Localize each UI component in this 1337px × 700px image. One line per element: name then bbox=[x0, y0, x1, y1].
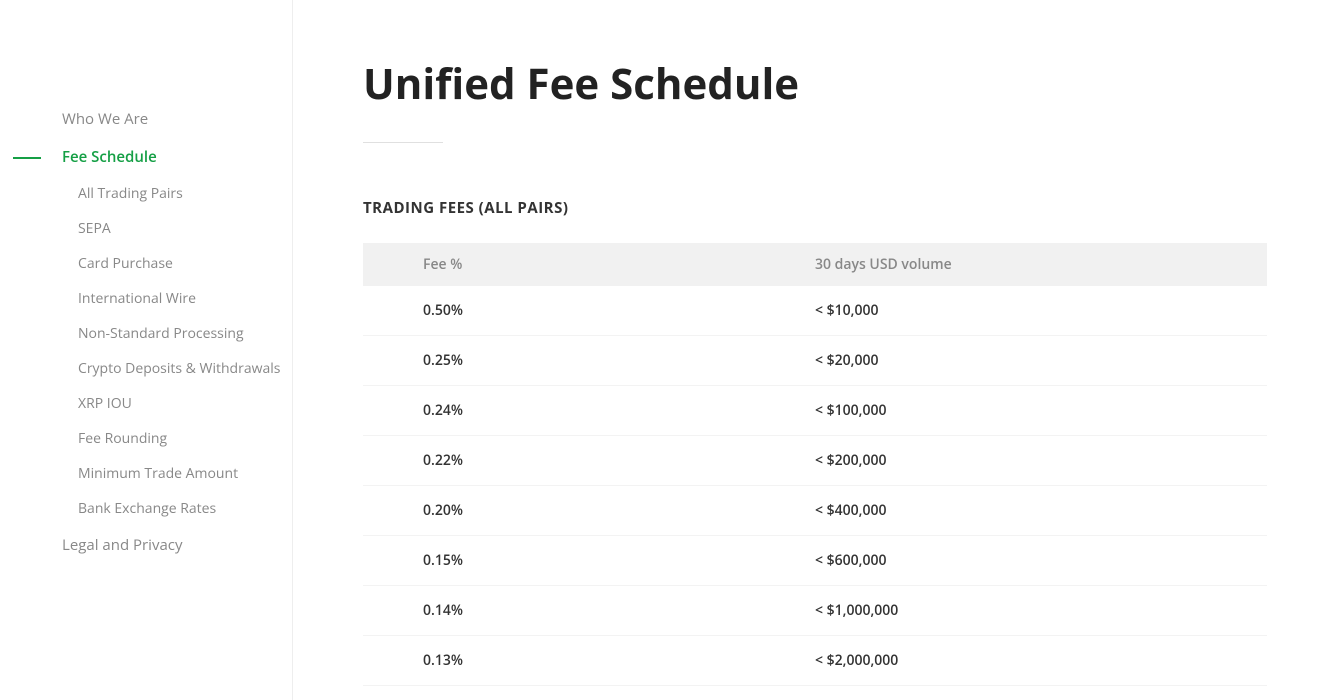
table-row: 0.25% < $20,000 bbox=[363, 336, 1267, 386]
table-row: 0.50% < $10,000 bbox=[363, 286, 1267, 336]
table-row: 0.14% < $1,000,000 bbox=[363, 586, 1267, 636]
nav-list: Who We Are Fee Schedule All Trading Pair… bbox=[0, 100, 292, 564]
nav-sub-sepa[interactable]: SEPA bbox=[0, 211, 292, 246]
cell-fee: 0.14% bbox=[363, 586, 815, 636]
cell-volume: < $2,000,000 bbox=[815, 686, 1267, 700]
table-header-row: Fee % 30 days USD volume bbox=[363, 243, 1267, 286]
col-header-fee: Fee % bbox=[363, 243, 815, 286]
title-underline bbox=[363, 142, 443, 143]
nav-sub-international-wire[interactable]: International Wire bbox=[0, 281, 292, 316]
nav-fee-schedule-submenu: All Trading Pairs SEPA Card Purchase Int… bbox=[0, 176, 292, 526]
trading-fees-table: Fee % 30 days USD volume 0.50% < $10,000… bbox=[363, 243, 1267, 700]
cell-volume: < $20,000 bbox=[815, 336, 1267, 386]
sidebar-nav: Who We Are Fee Schedule All Trading Pair… bbox=[0, 0, 293, 700]
cell-volume: < $200,000 bbox=[815, 436, 1267, 486]
cell-volume: < $2,000,000 bbox=[815, 636, 1267, 686]
nav-who-we-are[interactable]: Who We Are bbox=[0, 100, 292, 138]
nav-sub-xrp-iou[interactable]: XRP IOU bbox=[0, 386, 292, 421]
cell-fee: 0.24% bbox=[363, 386, 815, 436]
table-row: 0.13% < $2,000,000 bbox=[363, 636, 1267, 686]
cell-volume: < $600,000 bbox=[815, 536, 1267, 586]
cell-fee: 0.50% bbox=[363, 286, 815, 336]
cell-fee: 0.13% bbox=[363, 636, 815, 686]
nav-sub-minimum-trade-amount[interactable]: Minimum Trade Amount bbox=[0, 456, 292, 491]
table-row: 0.15% < $600,000 bbox=[363, 536, 1267, 586]
nav-sub-fee-rounding[interactable]: Fee Rounding bbox=[0, 421, 292, 456]
cell-fee: 0.13% bbox=[363, 686, 815, 700]
table-row: 0.24% < $100,000 bbox=[363, 386, 1267, 436]
cell-fee: 0.20% bbox=[363, 486, 815, 536]
main-content: Unified Fee Schedule TRADING FEES (ALL P… bbox=[293, 0, 1337, 700]
table-row: 0.22% < $200,000 bbox=[363, 436, 1267, 486]
nav-sub-all-trading-pairs[interactable]: All Trading Pairs bbox=[0, 176, 292, 211]
nav-sub-crypto-deposits[interactable]: Crypto Deposits & Withdrawals bbox=[0, 351, 292, 386]
cell-fee: 0.15% bbox=[363, 536, 815, 586]
nav-sub-bank-exchange-rates[interactable]: Bank Exchange Rates bbox=[0, 491, 292, 526]
table-row: 0.20% < $400,000 bbox=[363, 486, 1267, 536]
section-header-trading-fees: TRADING FEES (ALL PAIRS) bbox=[363, 198, 1267, 218]
cell-volume: < $100,000 bbox=[815, 386, 1267, 436]
cell-fee: 0.22% bbox=[363, 436, 815, 486]
cell-volume: < $1,000,000 bbox=[815, 586, 1267, 636]
table-row: 0.13% < $2,000,000 bbox=[363, 686, 1267, 700]
nav-legal-privacy[interactable]: Legal and Privacy bbox=[0, 526, 292, 564]
col-header-volume: 30 days USD volume bbox=[815, 243, 1267, 286]
nav-sub-card-purchase[interactable]: Card Purchase bbox=[0, 246, 292, 281]
page-title: Unified Fee Schedule bbox=[363, 55, 1267, 112]
nav-fee-schedule[interactable]: Fee Schedule bbox=[0, 138, 292, 176]
nav-sub-non-standard-processing[interactable]: Non-Standard Processing bbox=[0, 316, 292, 351]
cell-volume: < $400,000 bbox=[815, 486, 1267, 536]
cell-volume: < $10,000 bbox=[815, 286, 1267, 336]
cell-fee: 0.25% bbox=[363, 336, 815, 386]
